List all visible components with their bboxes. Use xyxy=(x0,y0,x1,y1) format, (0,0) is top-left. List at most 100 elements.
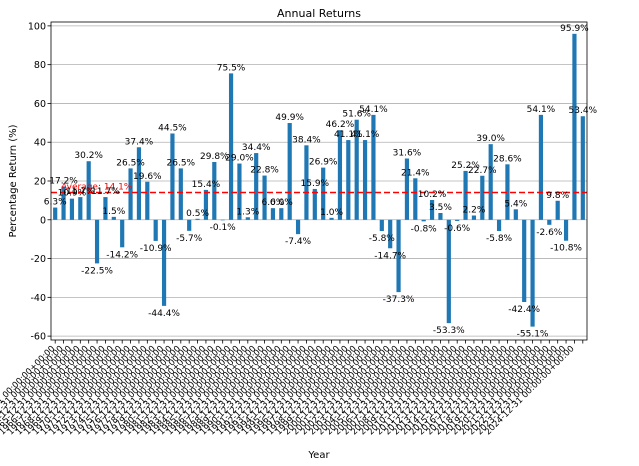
bar-value-label: 26.5% xyxy=(116,158,145,168)
bar xyxy=(496,219,502,232)
bar xyxy=(354,119,359,220)
bar-value-label: 38.4% xyxy=(292,135,321,145)
bar-value-label: 41.1% xyxy=(334,130,363,140)
x-axis-ticks: 1962-12-31 00:00:00+00:001963-12-31 00:0… xyxy=(0,340,584,437)
y-tick-label: 40 xyxy=(34,138,46,149)
bar xyxy=(371,114,376,220)
bar xyxy=(145,181,150,220)
bar-value-label: -0.8% xyxy=(411,224,438,234)
bar-value-label: -0.6% xyxy=(444,224,471,234)
bar xyxy=(178,168,183,220)
bar xyxy=(396,219,401,293)
bar xyxy=(203,189,209,220)
bar xyxy=(120,219,125,248)
bar-value-label: 19.6% xyxy=(133,172,162,182)
bar xyxy=(312,188,317,220)
bar xyxy=(404,158,410,220)
bar-value-label: 51.6% xyxy=(342,110,371,120)
bar xyxy=(580,116,585,220)
bar xyxy=(220,219,225,221)
bar xyxy=(572,33,577,220)
bar xyxy=(295,219,301,235)
bar-value-label: 9.8% xyxy=(546,191,569,201)
bar-value-label: 0.5% xyxy=(186,209,209,219)
bar-value-label: 28.6% xyxy=(493,154,522,164)
bar-value-label: 10.9% xyxy=(58,189,87,199)
bar xyxy=(413,178,418,220)
bar-value-label: -5.8% xyxy=(369,234,396,244)
bar xyxy=(446,219,451,324)
bar-value-label: 15.9% xyxy=(301,179,330,189)
bar-value-label: 6.3% xyxy=(44,198,67,208)
bar-value-label: 54.1% xyxy=(527,105,556,115)
data-labels: 6.3%17.2%10.9%11.7%30.2%-22.5%11.7%1.5%-… xyxy=(44,24,598,340)
bar xyxy=(187,219,192,231)
bar-value-label: 30.2% xyxy=(74,151,103,161)
bar xyxy=(471,215,477,220)
bar xyxy=(237,163,242,220)
bar xyxy=(136,147,142,220)
bar xyxy=(513,209,518,220)
bar xyxy=(337,130,343,220)
bar-value-label: 25.2% xyxy=(451,161,480,171)
bar-value-label: 6.0% xyxy=(262,198,285,208)
y-tick-label: 60 xyxy=(34,99,46,110)
bar-value-label: 31.6% xyxy=(393,149,422,159)
bar xyxy=(262,175,267,220)
bars xyxy=(53,33,585,327)
bar-value-label: 49.9% xyxy=(275,113,304,123)
bar-value-label: 1.3% xyxy=(236,207,259,217)
average-label: Average: 14.1% xyxy=(61,182,133,192)
bar-value-label: 1.5% xyxy=(102,207,125,217)
bar xyxy=(304,145,309,220)
bar xyxy=(111,216,116,220)
y-tick-label: -40 xyxy=(30,293,46,304)
bar-value-label: 34.4% xyxy=(242,143,271,153)
bar xyxy=(438,212,443,220)
y-tick-label: -20 xyxy=(30,254,46,265)
bar xyxy=(86,161,91,220)
bar xyxy=(555,200,560,220)
bar xyxy=(429,200,435,220)
y-axis-label: Percentage Return (%) xyxy=(8,124,19,237)
bar-value-label: 53.4% xyxy=(569,106,598,116)
chart-title: Annual Returns xyxy=(277,7,361,20)
bar xyxy=(547,219,552,225)
bar xyxy=(228,73,234,220)
bar-value-label: 22.7% xyxy=(468,166,497,176)
y-tick-label: 0 xyxy=(40,215,46,226)
bar-value-label: -44.4% xyxy=(148,309,180,319)
bar xyxy=(53,207,58,220)
bar-value-label: 10.2% xyxy=(418,190,447,200)
bar-value-label: -14.7% xyxy=(374,251,406,261)
bar xyxy=(480,175,485,220)
average-line-group: Average: 14.1% xyxy=(51,182,587,194)
bar-value-label: -5.7% xyxy=(176,234,203,244)
bar xyxy=(522,219,527,302)
bar xyxy=(212,161,217,220)
bar-value-label: -42.4% xyxy=(508,305,540,315)
bar xyxy=(61,186,66,220)
bar-value-label: -22.5% xyxy=(81,266,113,276)
bar xyxy=(530,219,535,327)
bar xyxy=(463,170,468,220)
bar-value-label: 11.7% xyxy=(66,187,95,197)
bar xyxy=(69,198,75,220)
bar xyxy=(254,153,259,220)
bar xyxy=(329,217,334,220)
bar xyxy=(153,219,158,241)
bar xyxy=(321,167,326,220)
bar-value-label: -53.3% xyxy=(433,326,465,336)
bar xyxy=(287,123,292,220)
bar-value-label: 41.1% xyxy=(351,130,380,140)
bar-value-label: 5.4% xyxy=(504,199,527,209)
bar xyxy=(421,219,426,222)
bar-value-label: 17.2% xyxy=(49,176,78,186)
bar-value-label: -7.4% xyxy=(285,237,312,247)
bar-value-label: 39.0% xyxy=(476,134,505,144)
bar-value-label: 29.8% xyxy=(200,152,229,162)
y-axis-ticks: -60 -40 -20 0 20 40 60 80 100 xyxy=(28,21,51,343)
bar xyxy=(455,219,460,221)
bar-value-label: -10.9% xyxy=(140,244,172,254)
